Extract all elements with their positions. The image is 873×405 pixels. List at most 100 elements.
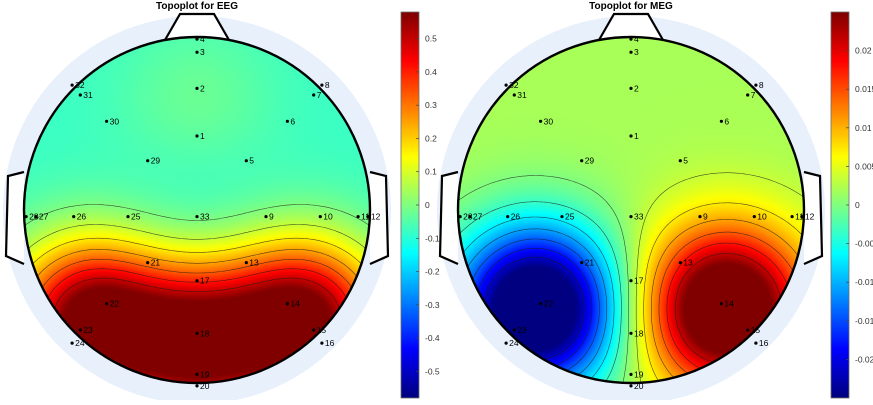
eeg-electrode-label-12: 12 xyxy=(371,212,381,222)
meg-electrode-6: 6 xyxy=(719,116,729,126)
eeg-electrode-label-17: 17 xyxy=(200,276,210,286)
meg-electrode-dot-13 xyxy=(678,261,682,265)
eeg-nose xyxy=(164,12,230,41)
eeg-electrode-dot-31 xyxy=(78,93,82,97)
eeg-contour-8 xyxy=(25,224,369,252)
eeg-electrode-dot-2 xyxy=(195,86,199,90)
meg-electrode-15: 15 xyxy=(746,325,760,335)
eeg-title: Topoplot for EEG xyxy=(156,1,238,12)
meg-electrode-label-24: 24 xyxy=(509,338,519,348)
meg-electrode-label-28: 28 xyxy=(463,212,473,222)
meg-electrode-label-22: 22 xyxy=(544,299,554,309)
meg-electrode-9: 9 xyxy=(698,212,708,222)
meg-electrode-7: 7 xyxy=(746,90,756,100)
meg-electrode-14: 14 xyxy=(719,299,734,309)
meg-colorbar-tick-label-9: -0.02 xyxy=(855,354,873,364)
meg-electrode-label-15: 15 xyxy=(751,325,761,335)
meg-electrode-dot-28 xyxy=(458,215,462,219)
meg-electrode-label-18: 18 xyxy=(634,328,644,338)
meg-contour-4 xyxy=(458,228,608,383)
meg-electrode-label-7: 7 xyxy=(751,90,756,100)
meg-electrode-dot-23 xyxy=(512,328,516,332)
eeg-electrode-13: 13 xyxy=(244,258,259,268)
eeg-electrode-dot-13 xyxy=(244,261,248,265)
meg-electrode-dot-14 xyxy=(719,302,724,306)
eeg-electrode-dot-5 xyxy=(244,159,248,163)
eeg-electrode-dot-29 xyxy=(146,159,150,163)
eeg-colorbar-ticks: 0.5 0.4 0.3 0.2 0.1 0 -0.1 -0.2 -0.3 -0.4 -0.5 xyxy=(416,34,440,376)
meg-electrode-label-4: 4 xyxy=(634,34,639,44)
meg-contour-9 xyxy=(643,202,804,383)
meg-electrode-dot-33 xyxy=(629,215,633,219)
meg-electrode-label-13: 13 xyxy=(683,258,693,268)
meg-electrode-16: 16 xyxy=(754,338,769,348)
eeg-electrode-22: 22 xyxy=(105,299,119,309)
meg-colorbar-tick-label-2: 0.015 xyxy=(855,84,873,94)
meg-electrode-label-3: 3 xyxy=(634,47,639,57)
eeg-colorbar-tick-label-5: 0.1 xyxy=(425,167,437,177)
eeg-electrode-label-18: 18 xyxy=(200,328,210,338)
eeg-electrode-label-21: 21 xyxy=(151,258,161,268)
eeg-electrode-11: 11 xyxy=(356,212,370,222)
meg-electrode-dot-3 xyxy=(629,50,633,54)
meg-electrode-label-27: 27 xyxy=(473,212,483,222)
meg-colorbar-tick-label-5: 0 xyxy=(855,200,860,210)
meg-electrode-24: 24 xyxy=(504,338,519,348)
meg-contour-6 xyxy=(458,201,622,382)
eeg-electrode-28: 28 xyxy=(24,212,39,222)
meg-electrode-dot-24 xyxy=(504,341,508,345)
eeg-electrode-dot-10 xyxy=(318,215,322,219)
eeg-electrode-1: 1 xyxy=(195,131,205,141)
eeg-electrode-19: 19 xyxy=(195,369,210,379)
eeg-electrode-dot-21 xyxy=(146,261,150,265)
meg-electrode-dot-27 xyxy=(468,215,472,219)
meg-electrode-dot-31 xyxy=(512,93,516,97)
eeg-electrode-dot-4 xyxy=(195,37,199,41)
meg-colorbar-gradient xyxy=(831,12,849,398)
eeg-electrode-dot-23 xyxy=(78,328,82,332)
eeg-electrode-label-31: 31 xyxy=(83,90,93,100)
eeg-electrode-29: 29 xyxy=(146,156,160,166)
eeg-colorbar-tick-label-8: -0.2 xyxy=(425,267,440,277)
meg-right-ear xyxy=(803,170,824,266)
meg-electrode-dot-8 xyxy=(754,83,758,87)
meg-contour-7 xyxy=(459,175,629,382)
meg-electrode-5: 5 xyxy=(678,156,688,166)
eeg-electrode-label-5: 5 xyxy=(249,156,254,166)
eeg-electrode-dot-8 xyxy=(320,83,324,87)
meg-electrode-dot-5 xyxy=(678,159,682,163)
meg-electrode-label-21: 21 xyxy=(585,258,595,268)
meg-electrode-26: 26 xyxy=(506,212,520,222)
eeg-electrode-label-4: 4 xyxy=(200,34,205,44)
eeg-electrode-label-30: 30 xyxy=(110,116,120,126)
eeg-electrode-dot-6 xyxy=(285,119,289,123)
eeg-electrode-label-20: 20 xyxy=(200,381,210,391)
meg-electrode-11: 11 xyxy=(790,212,804,222)
eeg-colorbar-tick-label-4: 0.2 xyxy=(425,133,437,143)
eeg-electrode-dot-16 xyxy=(320,341,324,345)
eeg-electrode-label-27: 27 xyxy=(39,212,49,222)
meg-colorbar: 0.02 0.015 0.01 0.005 0 -0.005 -0.01 -0.015 -0.0… xyxy=(830,11,873,399)
meg-electrode-dot-19 xyxy=(629,372,633,376)
eeg-electrode-label-29: 29 xyxy=(151,156,161,166)
eeg-electrode-dot-17 xyxy=(195,279,199,283)
eeg-electrode-5: 5 xyxy=(244,156,254,166)
eeg-electrode-27: 27 xyxy=(34,212,49,222)
meg-electrode-dot-16 xyxy=(754,341,758,345)
meg-electrode-dot-26 xyxy=(506,215,510,219)
meg-electrode-label-19: 19 xyxy=(634,369,644,379)
eeg-electrode-label-3: 3 xyxy=(200,47,205,57)
eeg-colorbar-tick-label-11: -0.5 xyxy=(425,366,440,376)
eeg-colorbar-tick-label-1: 0.5 xyxy=(425,34,437,44)
meg-electrode-dot-25 xyxy=(560,215,564,219)
meg-electrode-25: 25 xyxy=(560,212,575,222)
eeg-electrode-label-14: 14 xyxy=(290,299,300,309)
meg-electrode-20: 20 xyxy=(629,381,644,391)
eeg-electrode-dot-15 xyxy=(312,328,316,332)
eeg-electrode-16: 16 xyxy=(320,338,335,348)
meg-electrode-31: 31 xyxy=(512,90,527,100)
meg-electrode-4: 4 xyxy=(629,34,639,44)
eeg-colorbar-gradient xyxy=(401,12,419,398)
